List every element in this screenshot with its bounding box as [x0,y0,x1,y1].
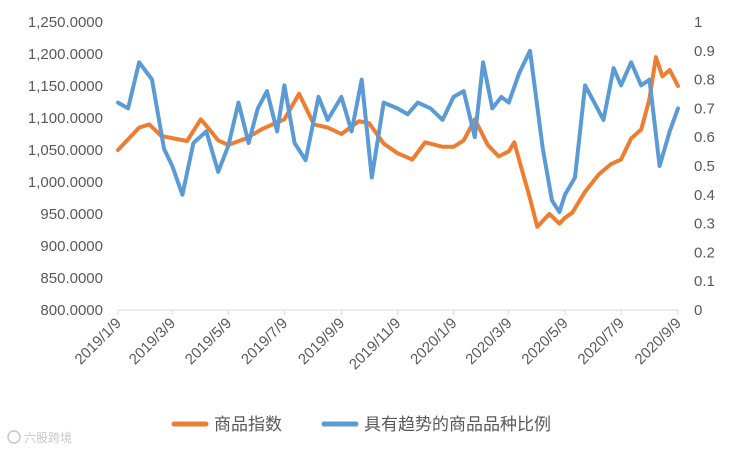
left-axis-tick-label: 1,100.0000 [28,110,103,127]
right-axis-tick-label: 0.9 [694,43,715,60]
x-axis-tick-label: 2019/1/9 [72,315,125,368]
x-axis-tick-label: 2019/5/9 [182,315,235,368]
x-axis-ticks: 2019/1/9 2019/3/9 2019/5/9 2019/7/9 2019/9/9… [72,315,685,373]
legend: 商品指数 具有趋势的商品品种比例 [171,415,551,435]
left-axis-tick-label: 1,250.0000 [28,14,103,31]
left-axis-tick-label: 850.0000 [40,270,103,287]
x-axis-tick-label: 2019/7/9 [238,315,291,368]
x-axis-tick-label: 2019/3/9 [126,315,179,368]
right-axis-tick-label: 0.7 [694,100,715,117]
x-axis-tick-label: 2020/7/9 [575,315,628,368]
left-axis-tick-label: 950.0000 [40,206,103,223]
right-axis-tick-label: 0.1 [694,273,715,290]
series-line-1 [116,48,680,215]
x-axis-tick-label: 2020/1/9 [407,315,460,368]
left-axis-tick-label: 800.0000 [40,302,103,319]
right-axis-tick-label: 0 [694,302,702,319]
x-axis-tick-label: 2019/9/9 [295,315,348,368]
x-axis-tick-label: 2019/11/9 [346,315,404,373]
left-axis-ticks: 800.0000 850.0000 900.0000 950.0000 1,000.00… [28,14,103,319]
x-axis-tick-label: 2020/3/9 [462,315,515,368]
right-axis-tick-label: 0.3 [694,216,715,233]
watermark: 六股跨境 [7,430,72,445]
right-axis-tick-label: 0.5 [694,158,715,175]
left-axis-tick-label: 1,000.0000 [28,174,103,191]
legend-label-series-1: 具有趋势的商品品种比例 [364,415,551,435]
watermark-logo-icon [7,430,21,444]
left-axis-tick-label: 900.0000 [40,238,103,255]
series-layer [116,48,680,229]
x-axis-tick-label: 2020/5/9 [518,315,571,368]
legend-label-series-0: 商品指数 [214,415,282,435]
right-axis-tick-label: 1 [694,14,702,31]
series-line-0 [116,55,680,229]
left-axis-tick-label: 1,200.0000 [28,46,103,63]
right-axis-tick-label: 0.2 [694,244,715,261]
right-axis-tick-label: 0.8 [694,72,715,89]
right-axis-ticks: 0 0.1 0.2 0.3 0.4 0.5 0.6 0.7 0.8 0.9 1 [694,14,715,319]
right-axis-tick-label: 0.4 [694,187,715,204]
right-axis-tick-label: 0.6 [694,129,715,146]
left-axis-tick-label: 1,150.0000 [28,78,103,95]
left-axis-tick-label: 1,050.0000 [28,142,103,159]
watermark-text: 六股跨境 [24,430,72,445]
x-tick-marks [117,310,679,315]
x-axis-tick-label: 2020/9/9 [632,315,685,368]
